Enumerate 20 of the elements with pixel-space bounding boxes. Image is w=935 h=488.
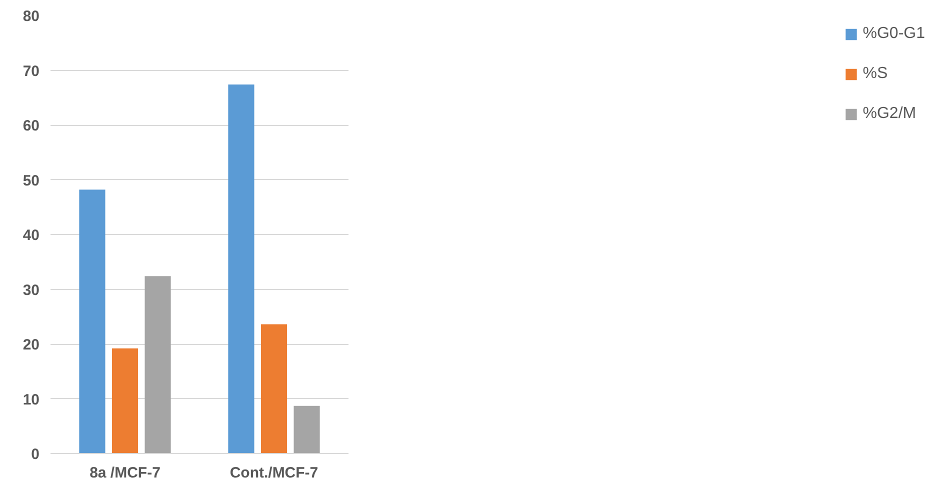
legend-label: %G2/M: [862, 105, 916, 123]
bar: [294, 406, 320, 454]
bar: [79, 190, 106, 454]
x-tick-label: 8a /MCF-7: [90, 464, 160, 482]
y-tick-label: 20: [22, 336, 40, 354]
y-tick-label: 10: [22, 391, 40, 408]
bar: [144, 276, 171, 454]
y-tick-label: 70: [22, 62, 40, 80]
bar: [260, 324, 288, 454]
bar: [228, 84, 254, 454]
y-tick-label: 50: [22, 172, 40, 190]
y-tick-label: 60: [22, 118, 40, 134]
legend-label: %S: [862, 65, 888, 83]
legend-label: %G0-G1: [862, 25, 925, 43]
y-tick-label: 0: [31, 446, 40, 463]
y-tick-label: 30: [22, 282, 40, 299]
x-tick-label: Cont./MCF-7: [230, 464, 318, 482]
bar: [112, 348, 138, 454]
y-tick-label: 80: [22, 8, 40, 25]
y-tick-label: 40: [22, 227, 40, 244]
